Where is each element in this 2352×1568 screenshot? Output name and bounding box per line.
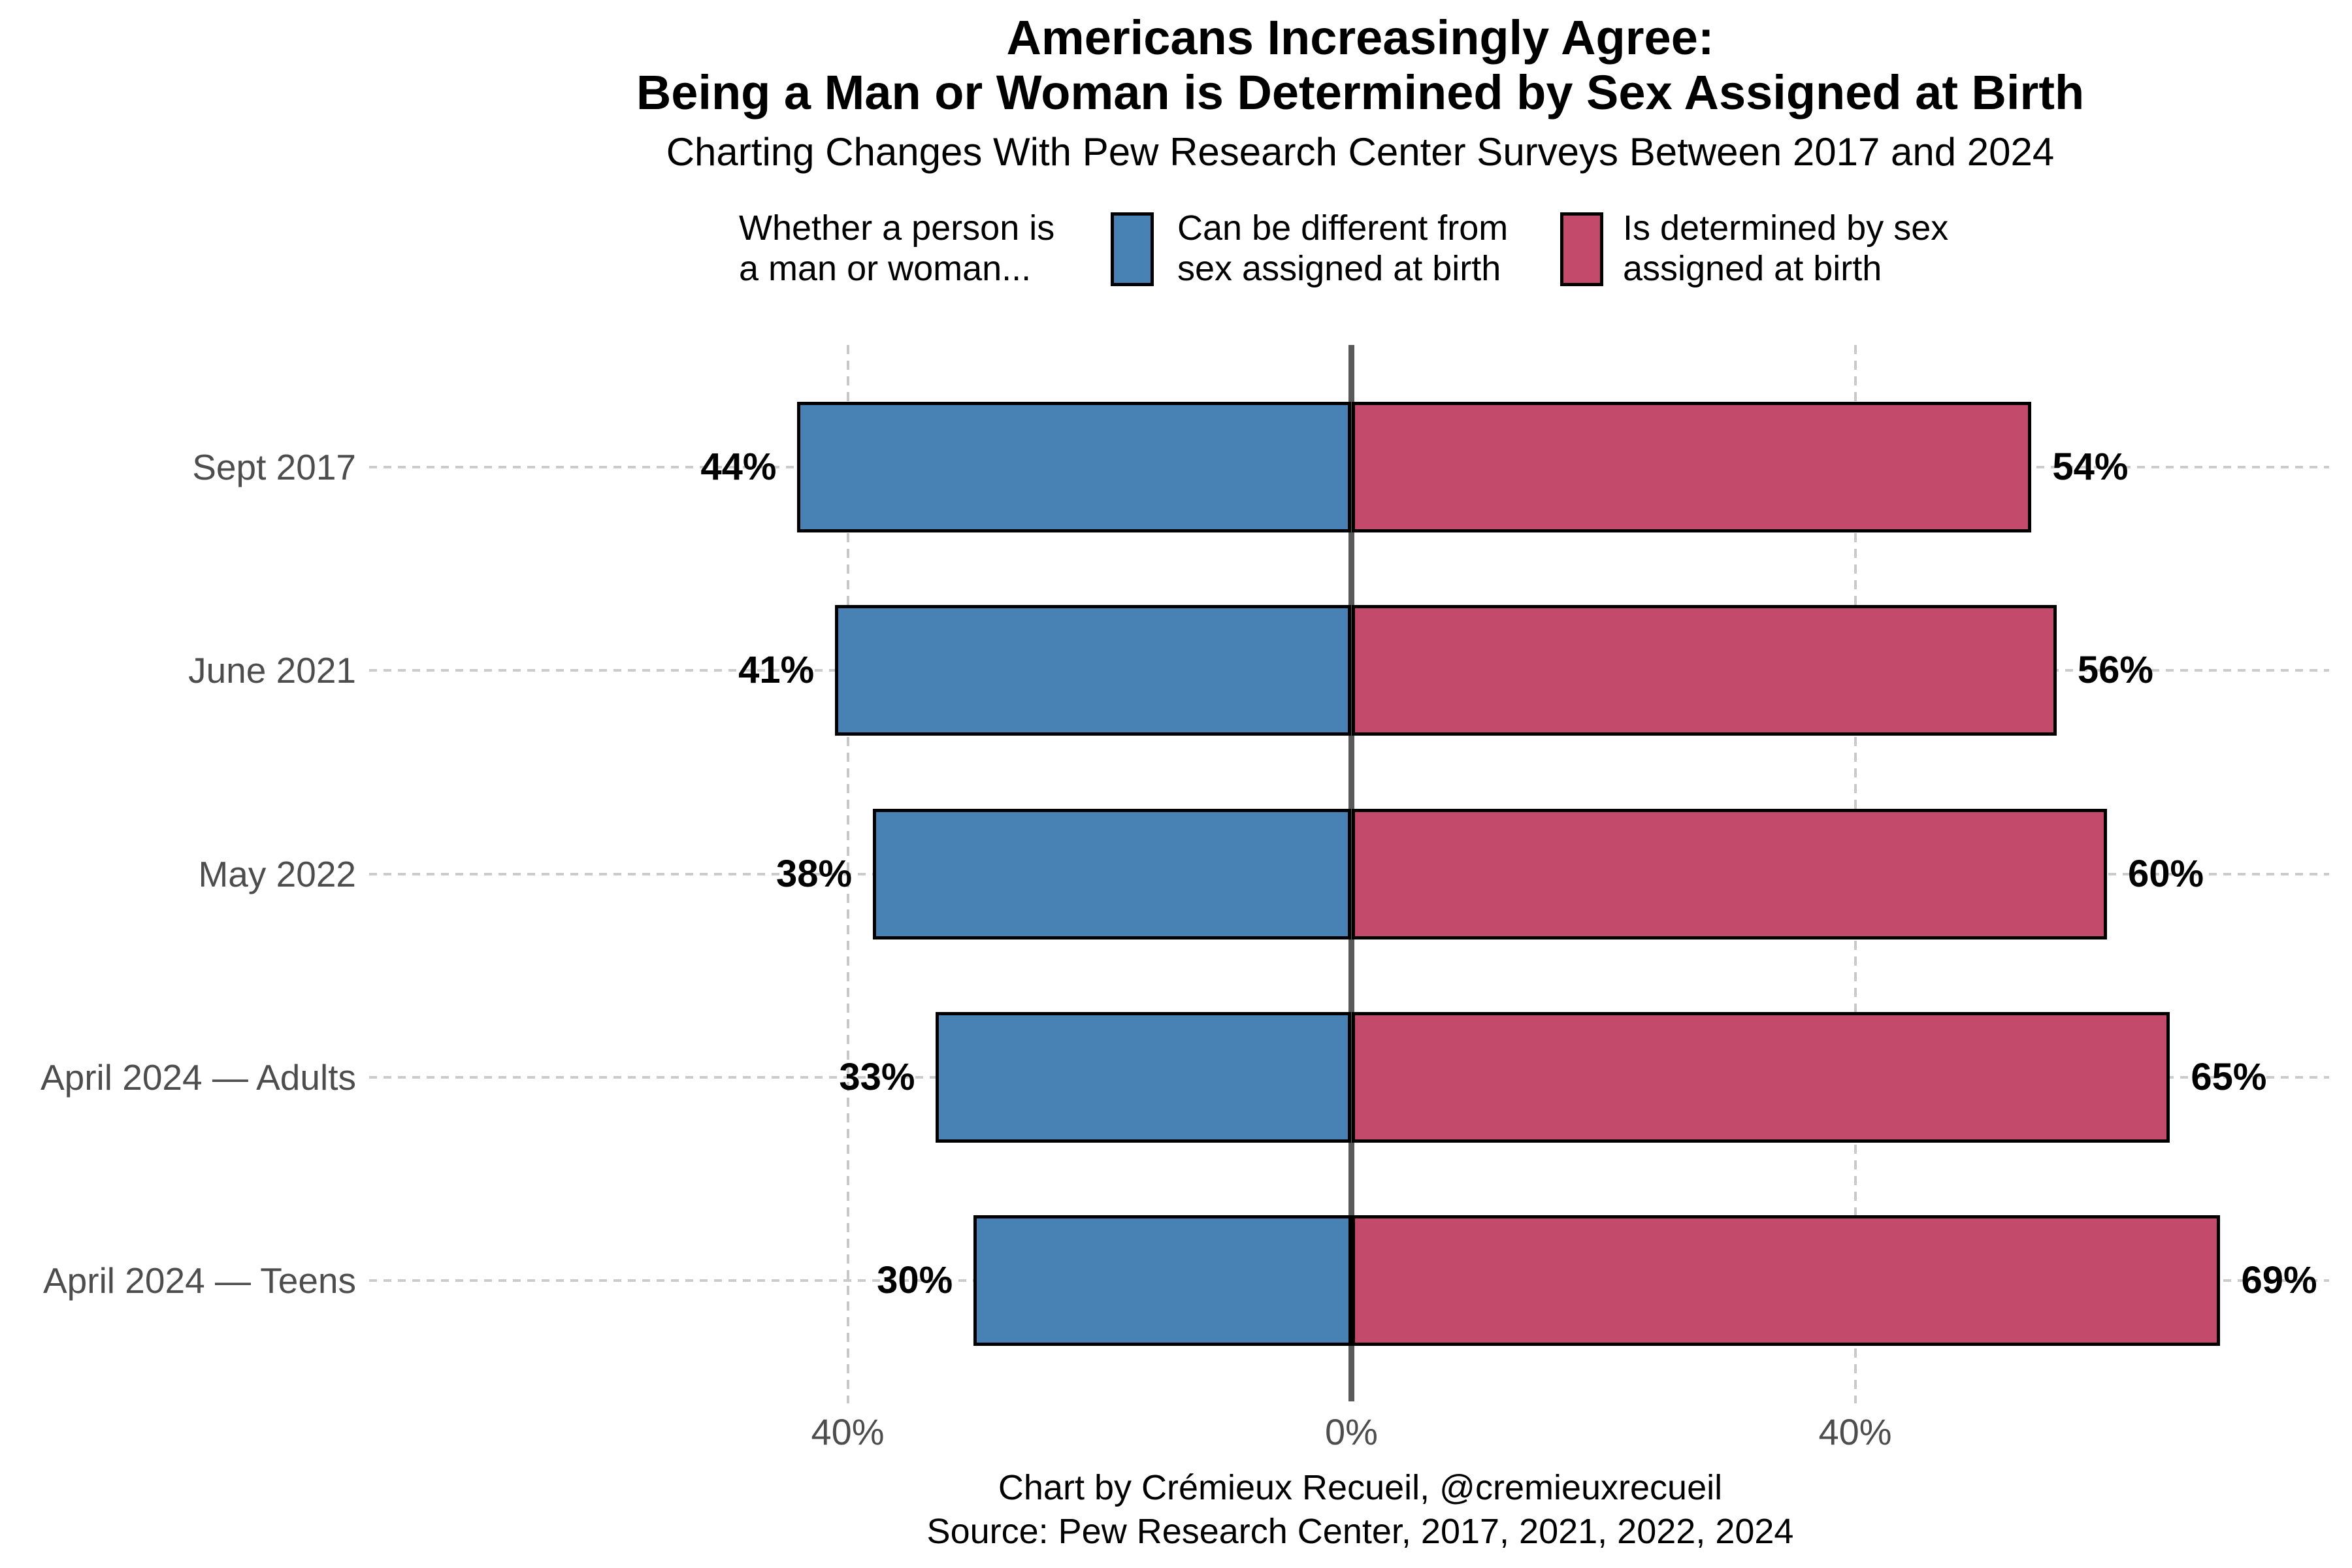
bar-right-right (1351, 1011, 2170, 1143)
x-tick-label-0: 40% (811, 1411, 885, 1452)
bar-right-right (1351, 808, 2107, 939)
chart-title: Americans Increasingly Agree: Being a Ma… (636, 10, 2085, 120)
value-label-right: 54% (2052, 446, 2129, 488)
value-label-left: 38% (776, 852, 853, 895)
category-label: May 2022 (198, 853, 356, 894)
value-label-left: 33% (839, 1055, 915, 1098)
bar-right-right (1351, 402, 2032, 532)
bar-right-right (1351, 605, 2057, 736)
value-label-left: 30% (877, 1259, 953, 1301)
legend-swatch-is-determined (1560, 212, 1603, 286)
category-label: June 2021 (188, 650, 356, 691)
chart-subtitle: Charting Changes With Pew Research Cente… (666, 130, 2055, 174)
legend-swatch-can-be-different (1111, 212, 1154, 286)
legend-title: Whether a person is a man or woman... (739, 208, 1055, 288)
caption: Chart by Crémieux Recueil, @cremieuxrecu… (926, 1468, 1794, 1551)
category-label: April 2024 — Teens (43, 1260, 356, 1301)
legend-label-can-be-different: Can be different from sex assigned at bi… (1177, 208, 1509, 288)
value-label-right: 69% (2241, 1259, 2317, 1301)
bar-left-left (936, 1011, 1352, 1143)
bar-left-left (873, 808, 1352, 939)
bar-left-left (797, 402, 1352, 532)
category-label: Sept 2017 (192, 447, 356, 487)
bar-left-left (835, 605, 1352, 736)
bar-right-right (1351, 1215, 2221, 1346)
legend-label-is-determined: Is determined by sex assigned at birth (1623, 208, 1949, 288)
bar-left-left (973, 1215, 1352, 1346)
x-tick-label-2: 40% (1818, 1411, 1892, 1452)
value-label-right: 60% (2128, 852, 2204, 895)
value-label-right: 65% (2191, 1055, 2267, 1098)
value-label-right: 56% (2077, 649, 2153, 692)
value-label-left: 41% (738, 649, 815, 692)
value-label-left: 44% (700, 446, 777, 488)
x-tick-label-1: 0% (1325, 1411, 1378, 1452)
category-label: April 2024 — Adults (40, 1056, 356, 1098)
